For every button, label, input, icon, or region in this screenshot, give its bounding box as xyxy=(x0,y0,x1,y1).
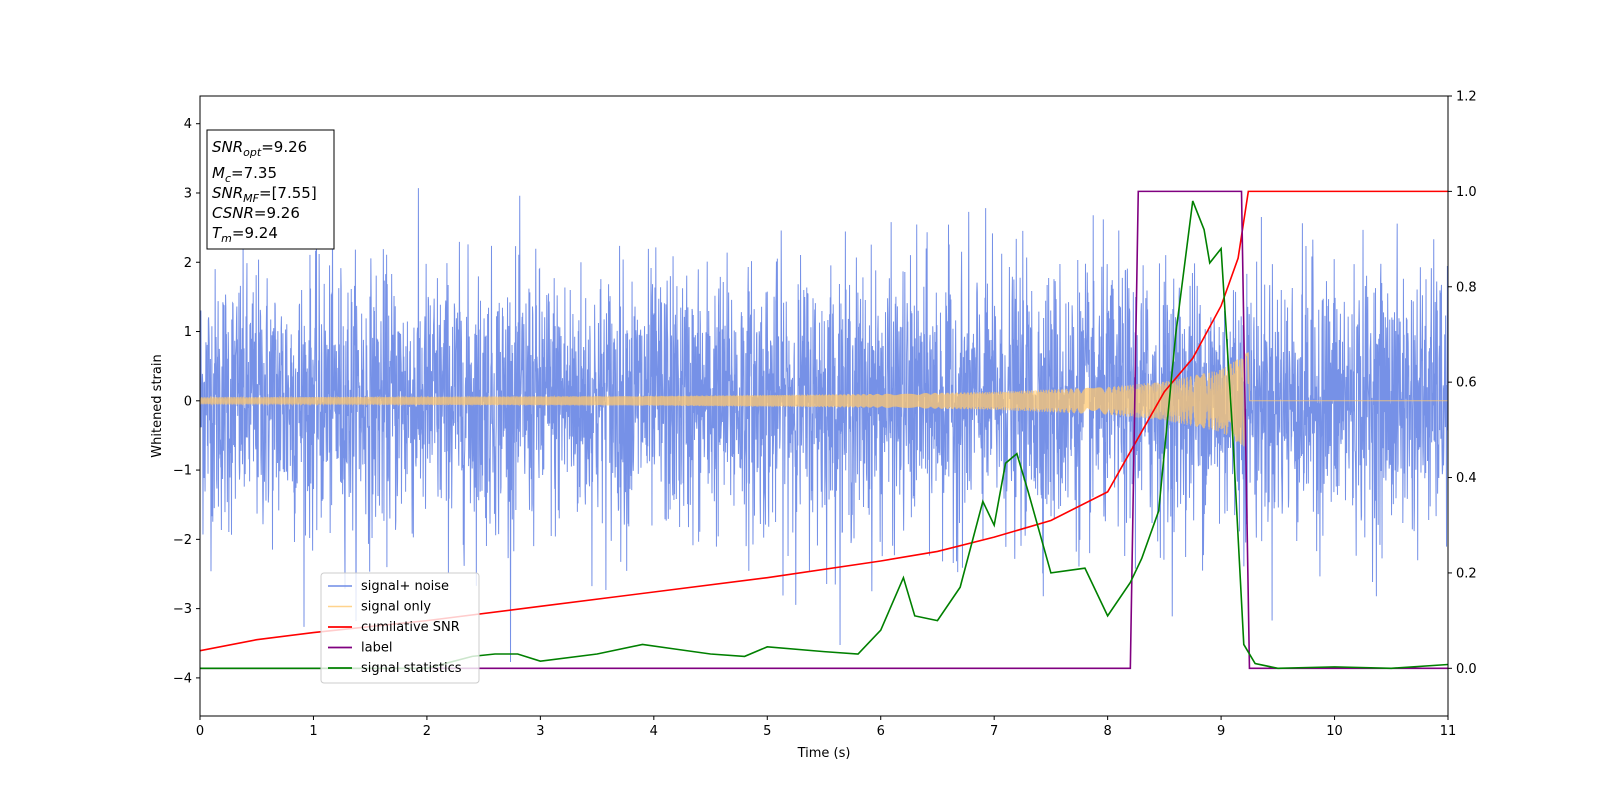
info-tm-sub: m xyxy=(221,232,232,245)
info-snr-mf-sub: MF xyxy=(243,192,259,205)
y-right-tick-label: 0.2 xyxy=(1456,566,1477,581)
info-snr-opt-value: =9.26 xyxy=(261,138,307,156)
series-signal-only-line xyxy=(200,352,1448,447)
y-left-tick-label: 3 xyxy=(184,186,192,201)
info-snr-mf-value: =[7.55] xyxy=(259,184,317,202)
legend: signal+ noise signal only cumilative SNR la… xyxy=(320,572,480,684)
info-mc-main: M xyxy=(212,164,225,182)
y-right-tick-label: 0.4 xyxy=(1456,471,1477,486)
y-left-tick-label: −3 xyxy=(173,602,192,617)
x-axis-label: Time (s) xyxy=(797,746,851,761)
x-tick-label: 9 xyxy=(1217,724,1225,739)
info-mc-sub: c xyxy=(225,172,231,185)
svg-text:SNRMF=[7.55]: SNRMF=[7.55] xyxy=(212,184,317,205)
legend-label: signal only xyxy=(361,600,431,615)
info-snr-mf-main: SNR xyxy=(212,184,243,202)
y-right-tick-label: 1.0 xyxy=(1456,185,1477,200)
y-axis-left: −4 −3 −2 −1 0 1 2 3 4 xyxy=(173,117,200,686)
y-axis-label: Whitened strain xyxy=(150,354,165,457)
y-left-tick-label: −4 xyxy=(173,671,192,686)
x-tick-label: 11 xyxy=(1440,724,1457,739)
legend-label: label xyxy=(361,641,392,656)
legend-label: signal statistics xyxy=(361,661,462,676)
svg-text:Mc=7.35: Mc=7.35 xyxy=(212,164,277,185)
x-tick-label: 5 xyxy=(763,724,771,739)
y-right-tick-label: 0.0 xyxy=(1456,662,1477,677)
info-box: SNRopt=9.26 Mc=7.35 SNRMF=[7.55] CSNR=9.… xyxy=(206,129,335,250)
x-tick-label: 8 xyxy=(1103,724,1111,739)
legend-label: cumilative SNR xyxy=(361,620,460,635)
x-tick-label: 10 xyxy=(1326,724,1343,739)
y-left-tick-label: 1 xyxy=(184,325,192,340)
svg-text:CSNR=9.26: CSNR=9.26 xyxy=(212,204,300,222)
y-left-tick-label: −2 xyxy=(173,533,192,548)
x-tick-label: 1 xyxy=(309,724,317,739)
y-left-tick-label: 0 xyxy=(184,394,192,409)
info-mc-value: =7.35 xyxy=(231,164,277,182)
x-axis: 0 1 2 3 4 5 6 7 8 9 10 11 xyxy=(196,716,1456,739)
legend-label: signal+ noise xyxy=(361,579,449,594)
x-tick-label: 2 xyxy=(423,724,431,739)
info-snr-opt-sub: opt xyxy=(243,146,262,159)
info-snr-opt-main: SNR xyxy=(212,138,243,156)
x-tick-label: 7 xyxy=(990,724,998,739)
y-right-tick-label: 0.6 xyxy=(1456,376,1477,391)
y-left-tick-label: −1 xyxy=(173,464,192,479)
y-right-tick-label: 1.2 xyxy=(1456,90,1477,105)
y-axis-right: 0.0 0.2 0.4 0.6 0.8 1.0 1.2 xyxy=(1448,90,1477,677)
y-left-tick-label: 2 xyxy=(184,256,192,271)
info-csnr-main: CSNR xyxy=(212,204,254,222)
x-tick-label: 3 xyxy=(536,724,544,739)
plot-frame xyxy=(199,95,1449,717)
y-right-tick-label: 0.8 xyxy=(1456,280,1477,295)
info-tm-main: T xyxy=(212,224,223,242)
x-tick-label: 0 xyxy=(196,724,204,739)
y-left-tick-label: 4 xyxy=(184,117,192,132)
info-tm-value: =9.24 xyxy=(232,224,278,242)
x-tick-label: 6 xyxy=(877,724,885,739)
info-csnr-value: =9.26 xyxy=(254,204,300,222)
x-tick-label: 4 xyxy=(650,724,658,739)
svg-text:SNRopt=9.26: SNRopt=9.26 xyxy=(212,138,307,159)
svg-text:Tm=9.24: Tm=9.24 xyxy=(212,224,278,245)
series-signal-statistics-line xyxy=(200,200,1448,670)
